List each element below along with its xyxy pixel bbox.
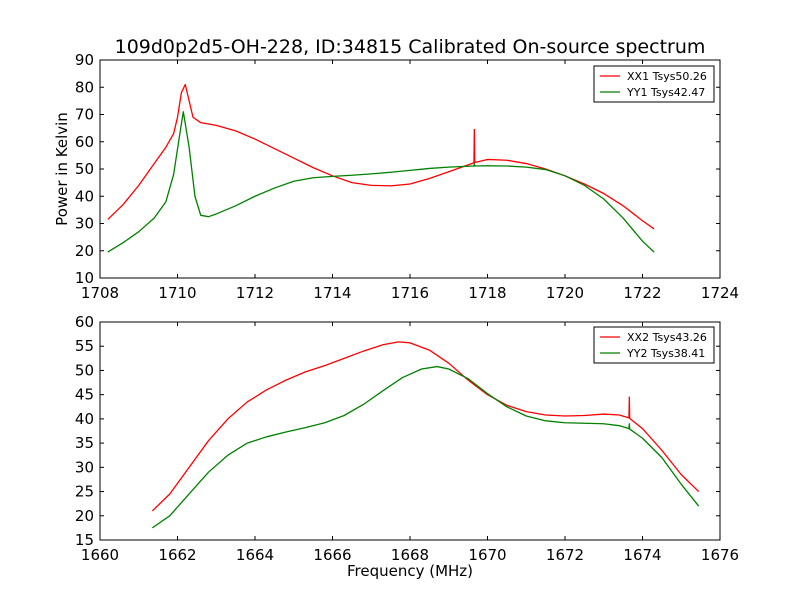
legend: XX1 Tsys50.26 YY1 Tsys42.47 bbox=[593, 65, 715, 103]
legend-entry: YY2 Tsys38.41 bbox=[626, 347, 705, 360]
x-tick-label: 1676 bbox=[701, 546, 739, 564]
y-tick-label: 80 bbox=[75, 78, 94, 96]
x-tick-label: 1666 bbox=[313, 546, 351, 564]
x-tick-label: 1716 bbox=[391, 284, 429, 302]
x-tick-label: 1672 bbox=[546, 546, 584, 564]
y-tick-label: 60 bbox=[75, 313, 94, 331]
x-tick-label: 1722 bbox=[623, 284, 661, 302]
x-tick-label: 1720 bbox=[546, 284, 584, 302]
legend-box bbox=[593, 65, 715, 103]
y-tick-label: 15 bbox=[75, 531, 94, 549]
legend-entry: YY1 Tsys42.47 bbox=[626, 86, 705, 99]
x-tick-label: 1674 bbox=[623, 546, 661, 564]
legend: XX2 Tsys43.26 YY2 Tsys38.41 bbox=[593, 326, 715, 364]
x-axis-label: Frequency (MHz) bbox=[347, 562, 473, 580]
x-tick-label: 1664 bbox=[236, 546, 274, 564]
y-tick-label: 90 bbox=[75, 51, 94, 69]
x-tick-label: 1714 bbox=[313, 284, 351, 302]
x-tick-label: 1708 bbox=[81, 284, 119, 302]
x-tick-label: 1660 bbox=[81, 546, 119, 564]
legend-entry: XX2 Tsys43.26 bbox=[627, 331, 707, 344]
series-line-xx-1 bbox=[107, 83, 655, 230]
y-tick-label: 30 bbox=[75, 215, 94, 233]
series-line-xx-2 bbox=[151, 341, 700, 512]
x-tick-label: 1712 bbox=[236, 284, 274, 302]
x-tick-label: 1670 bbox=[468, 546, 506, 564]
y-tick-label: 50 bbox=[75, 160, 94, 178]
y-tick-label: 10 bbox=[75, 269, 94, 287]
series-line-yy-2 bbox=[151, 365, 700, 529]
y-tick-label: 60 bbox=[75, 133, 94, 151]
top-subplot: 1708 1710 1712 1714 1716 1718 1720 1722 1724 10 20… bbox=[53, 51, 739, 302]
series-line-yy-1 bbox=[107, 111, 655, 253]
y-tick-label: 50 bbox=[75, 361, 94, 379]
y-tick-label: 70 bbox=[75, 106, 94, 124]
legend-entry: XX1 Tsys50.26 bbox=[627, 70, 707, 83]
y-tick-label: 25 bbox=[75, 483, 94, 501]
y-tick-label: 45 bbox=[75, 386, 94, 404]
y-tick-label: 35 bbox=[75, 434, 94, 452]
y-axis-label: Power in Kelvin bbox=[53, 112, 71, 226]
y-tick-label: 30 bbox=[75, 458, 94, 476]
x-tick-label: 1718 bbox=[468, 284, 506, 302]
x-tick-label: 1662 bbox=[158, 546, 196, 564]
y-tick-label: 40 bbox=[75, 410, 94, 428]
y-tick-label: 20 bbox=[75, 507, 94, 525]
y-tick-label: 40 bbox=[75, 187, 94, 205]
y-tick-label: 55 bbox=[75, 337, 94, 355]
bottom-subplot: 1660 1662 1664 1666 1668 1670 1672 1674 1676 15 20… bbox=[75, 313, 739, 580]
x-tick-label: 1724 bbox=[701, 284, 739, 302]
x-tick-label: 1710 bbox=[158, 284, 196, 302]
x-tick-label: 1668 bbox=[391, 546, 429, 564]
chart-title: 109d0p2d5-OH-228, ID:34815 Calibrated On… bbox=[115, 36, 706, 58]
y-tick-label: 20 bbox=[75, 242, 94, 260]
legend-box bbox=[593, 326, 715, 364]
